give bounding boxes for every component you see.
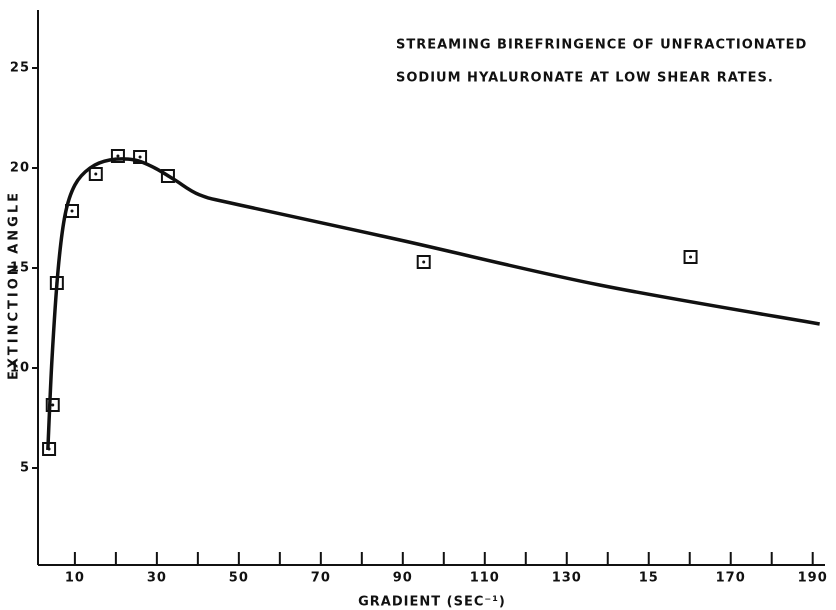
data-point	[133, 150, 148, 164]
point-dot	[94, 172, 98, 176]
x-tick-label: 15	[639, 571, 659, 586]
chart-title: SODIUM HYALURONATE AT LOW SHEAR RATES.	[396, 71, 774, 86]
data-point	[683, 250, 698, 264]
point-box	[65, 204, 80, 218]
point-box	[160, 169, 175, 183]
data-point	[88, 167, 103, 181]
point-dot	[47, 447, 51, 451]
x-tick-label: 190	[798, 571, 828, 586]
point-box	[683, 250, 698, 264]
data-point	[110, 149, 125, 163]
fit-curve	[46, 157, 820, 451]
point-box	[88, 167, 103, 181]
point-dot	[70, 209, 74, 213]
point-dot	[138, 155, 142, 159]
y-tick-label: 25	[10, 61, 30, 76]
data-point	[42, 442, 57, 456]
y-tick-label: 5	[20, 461, 30, 476]
data-point	[49, 276, 64, 290]
y-tick-label: 10	[10, 361, 30, 376]
x-tick-label: 90	[393, 571, 413, 586]
point-dot	[689, 255, 693, 259]
point-box	[133, 150, 148, 164]
data-point	[416, 255, 431, 269]
x-tick-label: 130	[552, 571, 582, 586]
point-box	[42, 442, 57, 456]
x-tick-label: 70	[311, 571, 331, 586]
point-dot	[51, 403, 55, 407]
x-tick-label: 50	[229, 571, 249, 586]
point-dot	[422, 260, 426, 264]
y-tick-label: 15	[10, 261, 30, 276]
y-axis-label: EXTINCTION ANGLE	[7, 190, 22, 380]
point-dot	[55, 281, 59, 285]
x-tick-label: 10	[65, 571, 85, 586]
point-dot	[166, 174, 170, 178]
point-box	[110, 149, 125, 163]
x-tick-label: 170	[716, 571, 746, 586]
point-box	[49, 276, 64, 290]
x-axis-label: GRADIENT (SEC⁻¹)	[358, 595, 506, 610]
point-box	[416, 255, 431, 269]
y-tick-label: 20	[10, 161, 30, 176]
data-point	[160, 169, 175, 183]
chart-title: STREAMING BIREFRINGENCE OF UNFRACTIONATE…	[396, 38, 807, 53]
x-tick-label: 110	[470, 571, 500, 586]
data-point	[65, 204, 80, 218]
point-box	[45, 398, 60, 412]
data-point	[45, 398, 60, 412]
x-tick-label: 30	[147, 571, 167, 586]
point-dot	[116, 154, 120, 158]
